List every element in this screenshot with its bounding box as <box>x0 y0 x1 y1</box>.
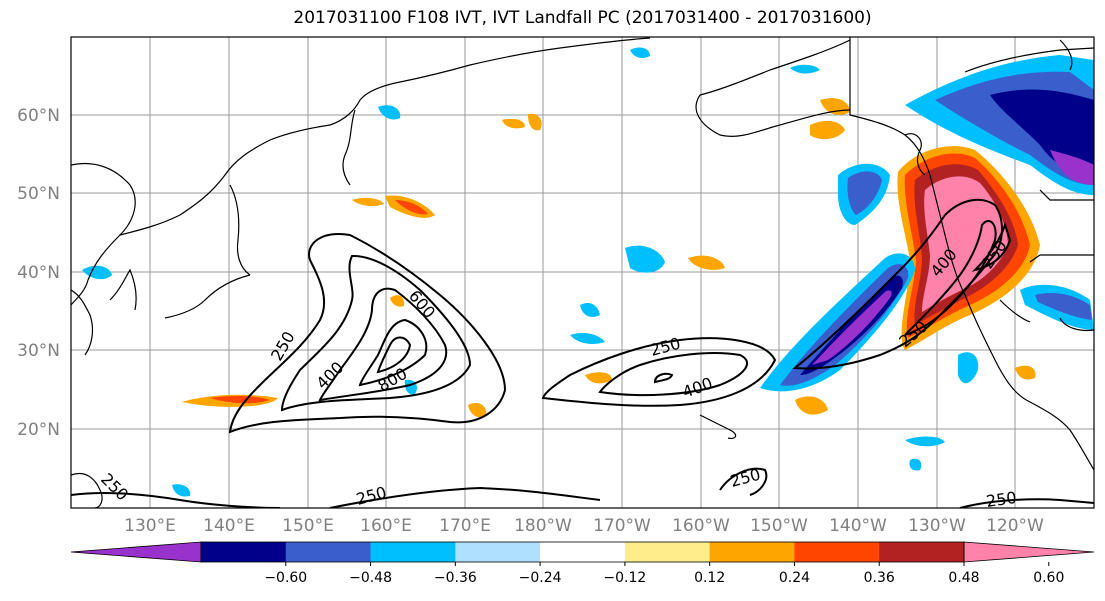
ivt-contours <box>71 198 1094 508</box>
colorbar-bin <box>370 542 456 562</box>
lon-label: 130°E <box>124 516 176 536</box>
map-title: 2017031100 F108 IVT, IVT Landfall PC (20… <box>293 8 872 28</box>
colorbar-tick-label: −0.24 <box>519 570 562 586</box>
lat-label: 60°N <box>17 106 60 126</box>
lon-label: 150°E <box>282 516 334 536</box>
longitude-labels: 130°E 140°E 150°E 160°E 170°E 180°W 170°… <box>124 516 1044 536</box>
colorbar-tick-label: 0.24 <box>779 570 810 586</box>
lon-label: 130°W <box>908 516 966 536</box>
colorbar-tick-label: −0.60 <box>264 570 307 586</box>
colorbar-bin <box>455 542 541 562</box>
colorbar-extend-min <box>70 541 202 563</box>
lon-label: 160°W <box>672 516 730 536</box>
latitude-labels: 60°N 50°N 40°N 30°N 20°N <box>17 106 60 440</box>
colorbar-tick-label: 0.12 <box>694 570 725 586</box>
lon-label: 140°W <box>829 516 887 536</box>
colorbar-bin <box>540 542 626 562</box>
lat-label: 40°N <box>17 263 60 283</box>
colorbar-bin <box>879 542 965 562</box>
lon-label: 170°E <box>439 516 491 536</box>
colorbar-bin <box>201 542 287 562</box>
coastlines <box>71 37 1094 508</box>
lon-label: 120°W <box>986 516 1044 536</box>
colorbar-extend-max <box>963 541 1095 563</box>
colorbar-bin <box>285 542 372 562</box>
colorbar-tick-label: 0.48 <box>948 570 979 586</box>
lon-label: 170°W <box>593 516 651 536</box>
colorbar-outline <box>200 541 965 563</box>
map-frame <box>70 36 1095 509</box>
colorbar: −0.60 −0.48 −0.36 −0.24 −0.12 0.12 0.24 0.36 0.4… <box>70 541 1095 586</box>
colorbar-tick-label: −0.36 <box>434 570 477 586</box>
colorbar-tick-label: 0.36 <box>864 570 895 586</box>
lon-label: 160°E <box>360 516 412 536</box>
colorbar-tick-label: −0.12 <box>603 570 646 586</box>
colorbar-bin <box>794 542 880 562</box>
colorbar-tick-label: 0.60 <box>1033 570 1064 586</box>
lat-label: 20°N <box>17 420 60 440</box>
lon-label: 180°W <box>514 516 572 536</box>
lat-label: 50°N <box>17 184 60 204</box>
lat-label: 30°N <box>17 341 60 361</box>
lon-label: 140°E <box>203 516 255 536</box>
contour-label: 250 <box>985 488 1018 511</box>
colorbar-bin <box>624 542 711 562</box>
lon-label: 150°W <box>750 516 808 536</box>
colorbar-tick-label: −0.48 <box>349 570 392 586</box>
colorbar-bin <box>709 542 795 562</box>
